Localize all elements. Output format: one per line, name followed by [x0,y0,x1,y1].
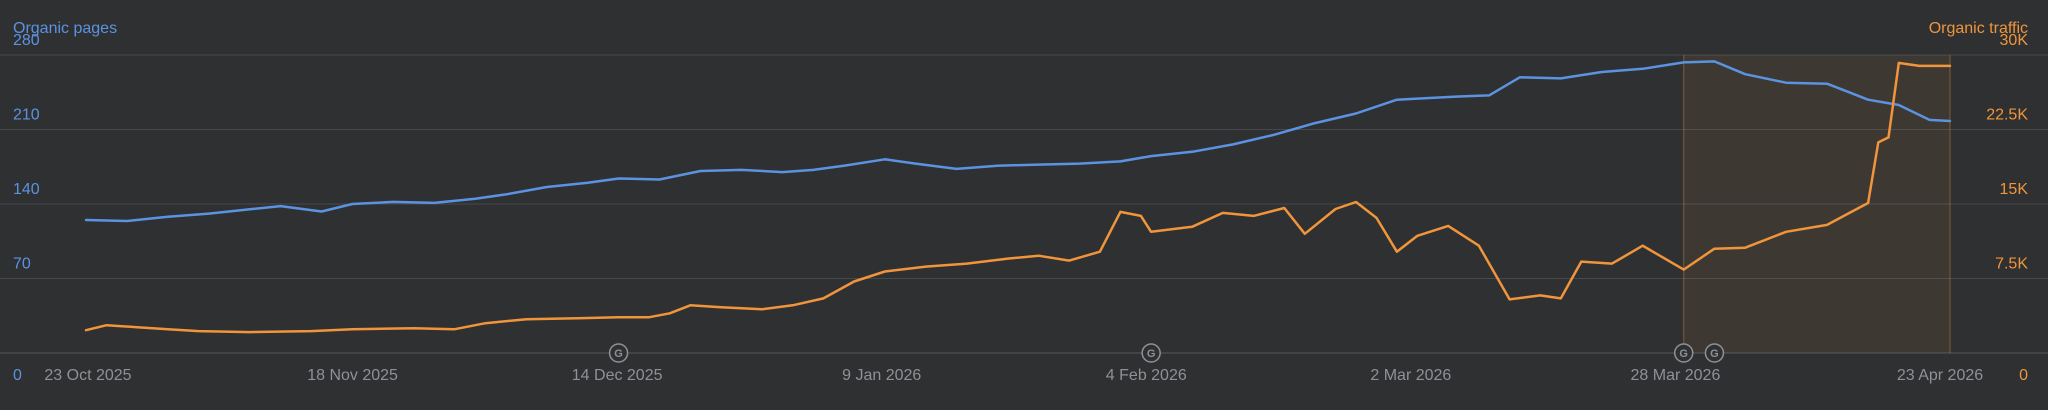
y-left-tick-label: 70 [13,256,31,273]
x-tick-label: 18 Nov 2025 [307,367,398,384]
series-lines [84,60,1952,334]
highlight-region [1683,55,1951,353]
google-update-icon[interactable]: G [1704,343,1725,363]
y-left-tick-label: 280 [13,32,40,49]
google-update-circle [608,343,629,363]
x-tick-label: 23 Apr 2026 [1897,367,1983,384]
google-update-circle [1704,343,1725,363]
x-tick-label: 4 Feb 2026 [1106,367,1187,384]
google-update-icon[interactable]: G [1141,343,1161,363]
x-tick-label: 14 Dec 2025 [572,367,663,384]
organic-traffic-legend[interactable]: Organic traffic [1928,20,2028,37]
google-update-circle [1673,343,1694,363]
organic-pages-line [84,60,1952,223]
y-axis-left: 0 70 140 210 280 [13,32,40,384]
y-axis-right: 0 7.5K 15K 22.5K 30K [1986,32,2028,384]
google-update-label: G [1147,348,1156,360]
google-update-label: G [1679,348,1688,360]
y-left-tick-label: 210 [13,107,40,124]
google-update-circle [1141,343,1161,363]
x-tick-label: 28 Mar 2026 [1631,367,1721,384]
y-right-tick-label: 7.5K [1995,256,2028,273]
google-update-label: G [614,348,623,360]
y-right-tick-label: 0 [2019,367,2028,384]
y-left-tick-label: 0 [13,367,22,384]
x-tick-label: 9 Jan 2026 [842,367,921,384]
x-axis: 23 Oct 2025 18 Nov 2025 14 Dec 2025 9 Jan 2… [44,367,1983,384]
y-left-tick-label: 140 [13,181,40,198]
google-update-icon[interactable]: G [1673,343,1694,363]
google-update-label: G [1710,348,1719,360]
google-update-icon[interactable]: G [608,343,629,363]
y-right-tick-label: 30K [2000,32,2029,49]
highlight-rect [1683,55,1950,353]
organic-traffic-line [84,61,1952,334]
organic-pages-legend[interactable]: Organic pages [13,20,118,37]
x-tick-label: 23 Oct 2025 [44,367,131,384]
x-tick-label: 2 Mar 2026 [1370,367,1451,384]
y-right-tick-label: 15K [2000,181,2029,198]
y-right-tick-label: 22.5K [1986,107,2028,124]
